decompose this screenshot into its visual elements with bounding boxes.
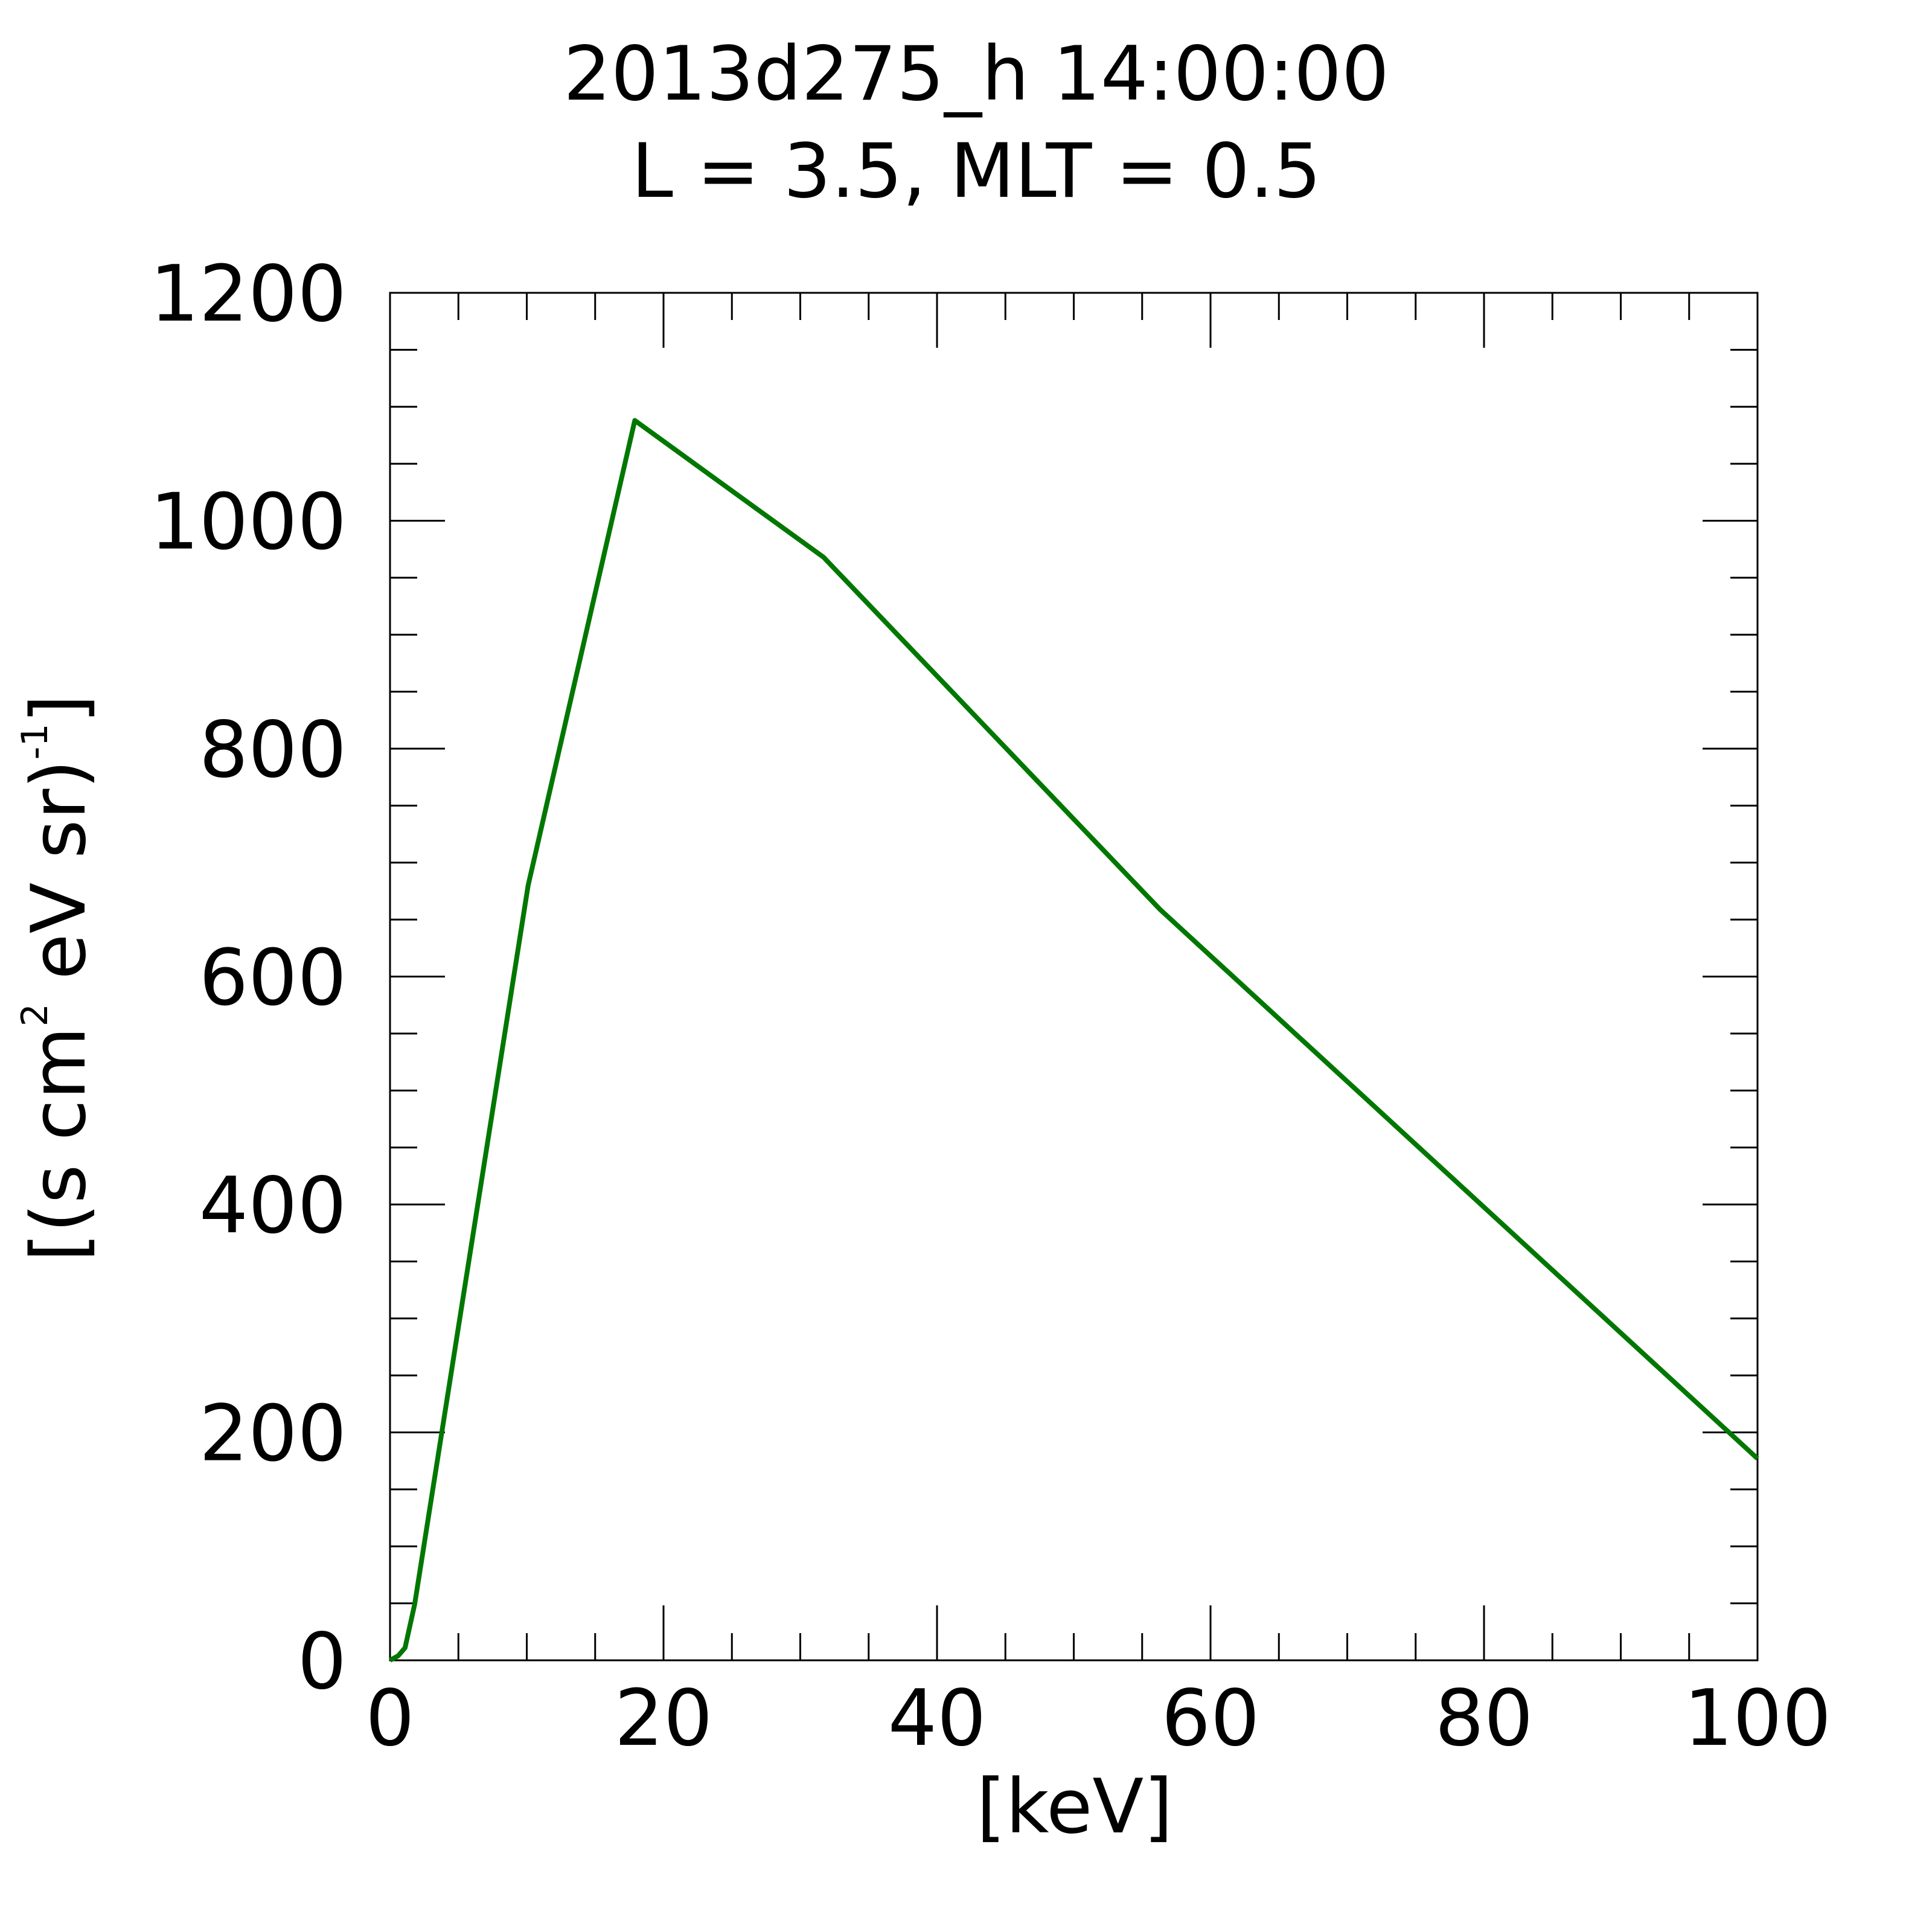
plot-frame [389, 292, 1759, 1662]
data-line [389, 418, 1759, 1663]
x-tick-label: 40 [888, 1674, 987, 1764]
y-tick-label: 800 [199, 705, 347, 795]
y-tick-label: 0 [298, 1617, 347, 1707]
y-label-part: [(s cm [16, 1026, 103, 1262]
x-tick-label: 60 [1162, 1674, 1260, 1764]
y-tick-label: 200 [199, 1389, 347, 1479]
y-tick-label: 1200 [150, 249, 347, 339]
chart-title: 2013d275_h 14:00:00 [563, 31, 1389, 118]
x-tick-label: 20 [615, 1674, 713, 1764]
y-label-part: ] [16, 694, 103, 723]
y-label-sup: -1 [14, 723, 56, 760]
y-tick-label: 600 [199, 933, 347, 1023]
x-tick-label: 0 [365, 1674, 414, 1764]
x-tick-label: 80 [1435, 1674, 1534, 1764]
y-label-sup: 2 [14, 1003, 56, 1026]
y-label-part: eV sr) [16, 760, 103, 1003]
chart-subtitle: L = 3.5, MLT = 0.5 [632, 128, 1322, 215]
x-tick-label: 100 [1684, 1674, 1831, 1764]
y-tick-label: 400 [199, 1161, 347, 1251]
y-tick-label: 1000 [150, 478, 347, 568]
x-axis-label: [keV] [976, 1764, 1172, 1850]
y-axis-label: [(s cm2 eV sr)-1] [14, 694, 103, 1262]
